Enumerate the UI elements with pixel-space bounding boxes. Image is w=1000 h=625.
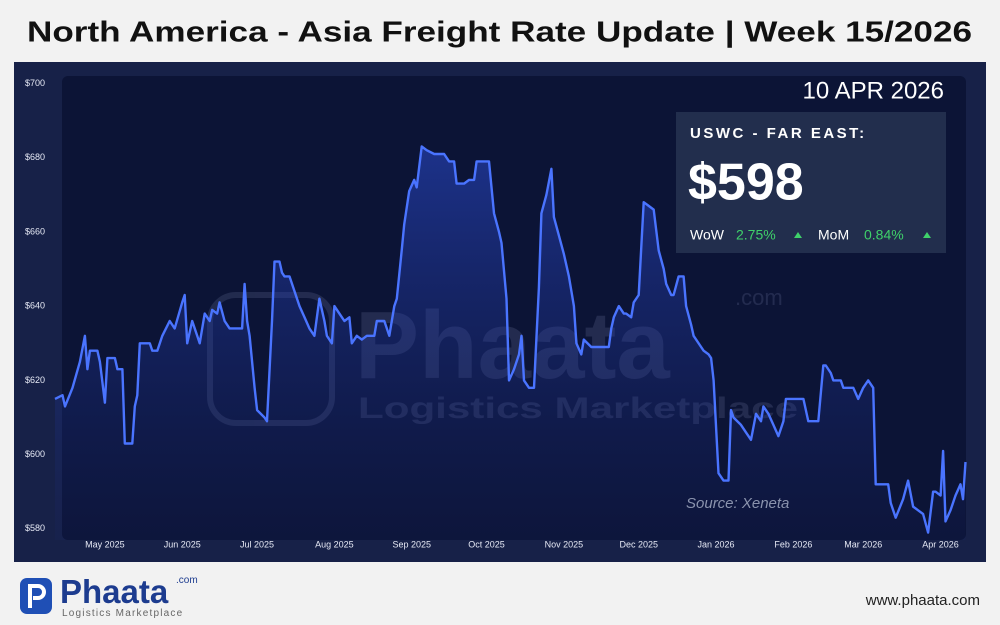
y-tick-label: $700	[25, 78, 45, 88]
x-tick-label: Apr 2026	[922, 539, 959, 549]
x-tick-label: Mar 2026	[844, 539, 882, 549]
mom-label: MoM	[818, 227, 849, 243]
x-tick-label: Jul 2025	[240, 539, 274, 549]
footer-url: www.phaata.com	[865, 592, 980, 609]
card-price: $598	[688, 154, 804, 212]
wow-value: 2.75%	[736, 227, 776, 243]
x-tick-label: Nov 2025	[545, 539, 584, 549]
x-tick-label: Jan 2026	[698, 539, 735, 549]
footer-suffix: .com	[176, 575, 198, 586]
plot: $580 $600 $620 $640 $660 $680 $700 May 2025 Jun …	[25, 78, 967, 549]
up-arrow	[923, 232, 931, 238]
price-line	[54, 145, 967, 534]
x-tick-label: Feb 2026	[774, 539, 812, 549]
x-tick-label: May 2025	[85, 539, 125, 549]
footer-tagline: Logistics Marketplace	[62, 608, 183, 619]
wow-label: WoW	[690, 227, 725, 243]
mom-value: 0.84%	[864, 227, 904, 243]
watermark-suffix: .com	[735, 285, 783, 310]
up-arrow	[794, 232, 802, 238]
x-tick-label: Aug 2025	[315, 539, 354, 549]
x-tick-label: Sep 2025	[392, 539, 431, 549]
x-tick-label: Dec 2025	[619, 539, 658, 549]
y-tick-label: $580	[25, 523, 45, 533]
y-tick-label: $620	[25, 375, 45, 385]
area-fill	[55, 146, 966, 540]
y-tick-label: $600	[25, 449, 45, 459]
card-route: USWC - FAR EAST:	[690, 125, 867, 142]
page-title: North America - Asia Freight Rate Update…	[27, 17, 972, 49]
y-tick-label: $680	[25, 152, 45, 162]
source-note: Source: Xeneta	[686, 495, 789, 512]
y-tick-label: $640	[25, 301, 45, 311]
x-tick-label: Jun 2025	[164, 539, 201, 549]
y-tick-label: $660	[25, 226, 45, 236]
price-card	[676, 112, 946, 253]
date-label: 10 APR 2026	[803, 77, 944, 104]
x-tick-label: Oct 2025	[468, 539, 505, 549]
footer-brand: Phaata	[60, 573, 169, 610]
footer-logo: Phaata .com Logistics Marketplace	[20, 573, 198, 619]
logo-glyph	[28, 584, 46, 608]
